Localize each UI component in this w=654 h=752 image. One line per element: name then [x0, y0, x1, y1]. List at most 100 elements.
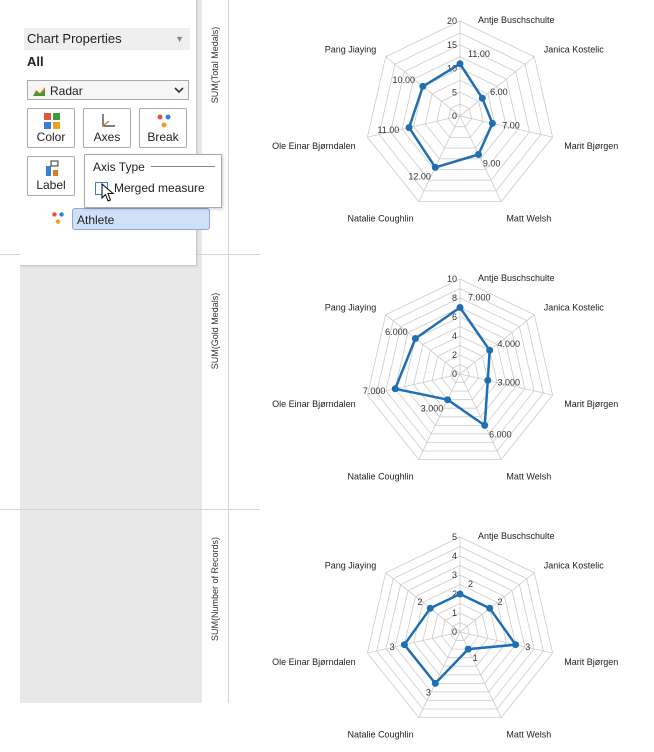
category-label: Ole Einar Bjørndalen	[272, 657, 356, 667]
break-field-pill[interactable]: Athlete	[72, 208, 210, 230]
data-value-label: 6.000	[385, 327, 408, 337]
data-point	[411, 335, 419, 342]
category-label: Janica Kostelic	[544, 302, 605, 312]
chevron-down-icon	[174, 87, 184, 94]
data-value-label: 10.00	[392, 75, 415, 85]
grid-spoke	[367, 373, 461, 396]
all-label: All	[27, 54, 44, 69]
axis-tick-label: 5	[452, 87, 457, 97]
grid-spoke	[459, 115, 553, 138]
row-separator	[0, 509, 260, 510]
axis-tick-label: 0	[452, 369, 457, 379]
data-value-label: 6.00	[490, 87, 508, 97]
grid-ring	[413, 326, 507, 418]
data-point	[486, 604, 494, 612]
collapse-arrow-icon[interactable]: ▼	[175, 34, 184, 44]
category-label: Janica Kostelic	[544, 560, 605, 570]
grid-ring	[366, 20, 554, 203]
grid-ring	[450, 622, 470, 641]
color-button[interactable]: Color	[27, 108, 75, 148]
grid-ring	[376, 546, 544, 710]
category-label: Matt Welsh	[506, 213, 551, 223]
data-point	[484, 376, 492, 384]
data-point	[486, 346, 494, 354]
grid-ring	[401, 56, 519, 170]
series-line	[393, 306, 491, 427]
axes-button-label: Axes	[93, 130, 121, 144]
data-point	[475, 151, 482, 158]
data-value-label: 7.00	[502, 121, 520, 131]
grid-spoke	[459, 631, 553, 654]
grid-ring	[378, 32, 542, 192]
axis-tick-label: 0	[452, 627, 457, 637]
data-point	[400, 641, 408, 649]
axis-tick-label: 15	[447, 40, 457, 50]
grid-spoke	[459, 115, 502, 202]
grid-spoke	[385, 572, 461, 633]
grid-ring	[394, 565, 526, 693]
grid-spoke	[418, 631, 461, 718]
break-button-label: Break	[147, 130, 179, 144]
category-label: Antje Buschschulte	[478, 15, 555, 25]
mouse-cursor-icon	[101, 183, 115, 202]
grid-ring	[390, 44, 530, 181]
grid-spoke	[459, 56, 535, 117]
category-label: Natalie Coughlin	[348, 471, 414, 481]
grid-ring	[394, 307, 526, 435]
data-point	[405, 124, 413, 132]
axes-button[interactable]: Axes	[83, 108, 131, 148]
axis-tick-label: 2	[452, 350, 457, 360]
axis-tick-label: 6	[452, 312, 457, 322]
grid-spoke	[418, 373, 461, 460]
data-value-label: 11.00	[468, 49, 490, 59]
grid-spoke	[418, 115, 461, 202]
series-line	[403, 592, 517, 685]
axes-icon	[102, 114, 115, 127]
axis-tick-label: 20	[447, 16, 457, 26]
category-label: Matt Welsh	[506, 471, 551, 481]
color-icon	[44, 113, 60, 129]
data-value-label: 7.000	[363, 386, 386, 396]
category-label: Pang Jiaying	[325, 560, 377, 570]
category-label: Janica Kostelic	[544, 44, 605, 54]
grid-ring	[447, 103, 473, 128]
grid-ring	[424, 79, 496, 149]
data-value-label: 3	[390, 642, 395, 652]
category-label: Marit Bjørgen	[564, 399, 618, 409]
category-label: Antje Buschschulte	[478, 273, 555, 283]
grid-ring	[450, 364, 470, 384]
break-icon	[157, 114, 171, 128]
grid-spoke	[385, 314, 461, 375]
data-point	[419, 82, 427, 90]
merged-measure-label: Merged measure	[114, 181, 205, 195]
data-value-label: 2	[417, 597, 422, 607]
data-value-label: 3.000	[421, 404, 444, 414]
data-value-label: 3	[525, 642, 530, 652]
axis-tick-label: 8	[452, 293, 457, 303]
break-button[interactable]: Break	[139, 108, 187, 148]
category-label: Pang Jiaying	[325, 302, 377, 312]
category-label: Pang Jiaying	[325, 44, 377, 54]
data-value-label: 2	[498, 597, 503, 607]
data-value-label: 3	[426, 687, 431, 697]
grid-spoke	[459, 373, 502, 460]
grid-ring	[366, 536, 554, 718]
grid-ring	[385, 297, 535, 443]
data-value-label: 7.000	[468, 293, 491, 303]
grid-ring	[403, 316, 517, 426]
divider	[151, 166, 215, 167]
data-value-label: 9.00	[483, 159, 501, 169]
data-point	[426, 604, 434, 612]
grid-spoke	[459, 314, 535, 375]
axis-tick-label: 0	[452, 111, 457, 121]
label-button[interactable]: Label	[27, 156, 75, 196]
axis-tick-label: 3	[452, 570, 457, 580]
chart-type-select[interactable]: Radar	[27, 80, 189, 100]
data-point	[464, 645, 472, 653]
panel-header[interactable]: Chart Properties ▼	[24, 28, 190, 50]
grid-spoke	[459, 572, 535, 633]
bottom-margin	[0, 703, 654, 752]
data-point	[431, 163, 439, 171]
data-point	[444, 396, 452, 404]
